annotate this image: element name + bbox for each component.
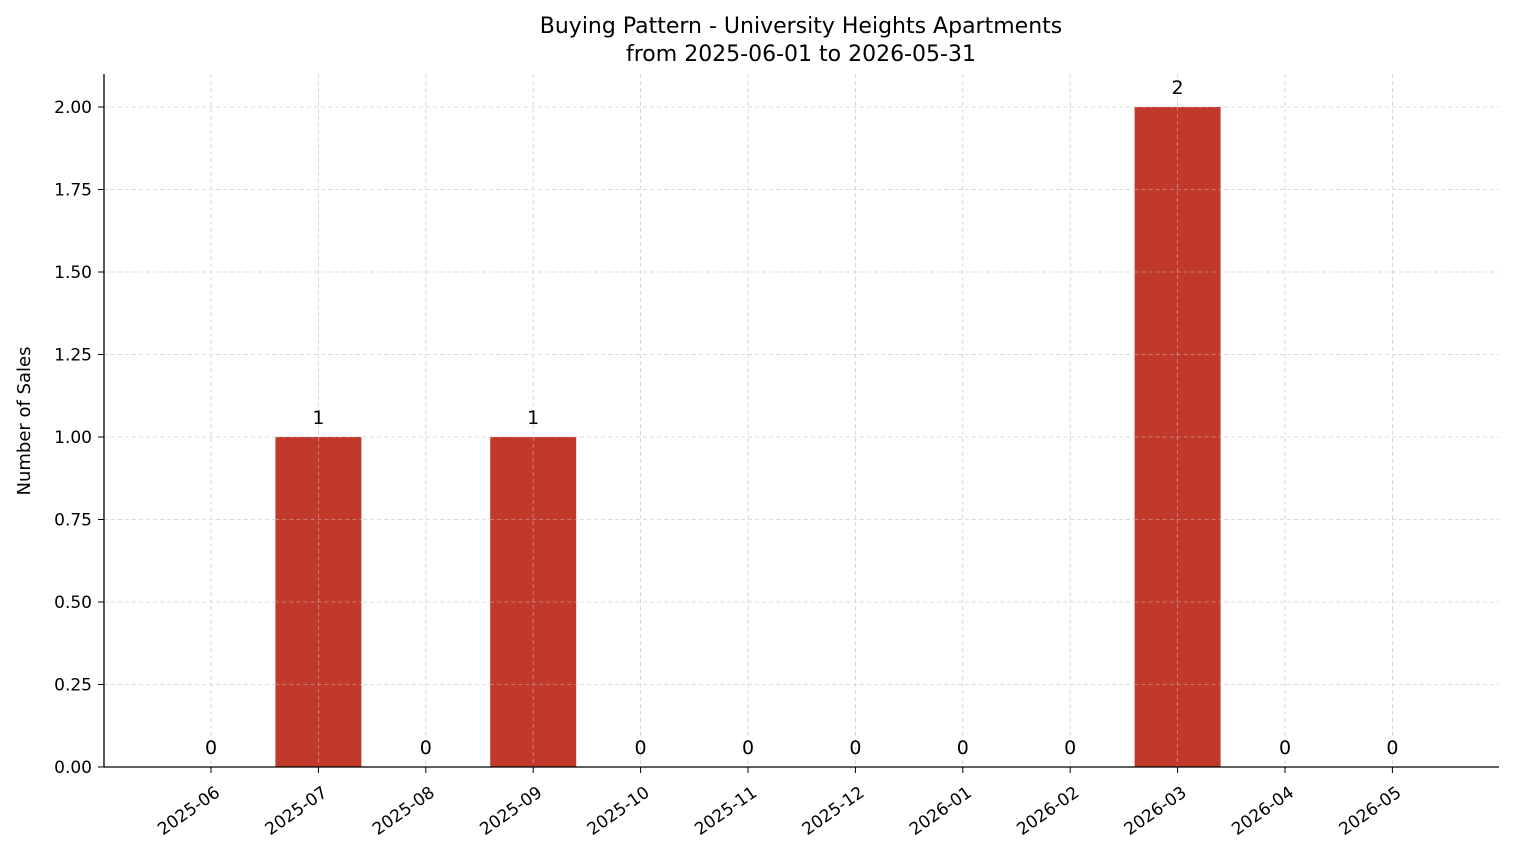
data-label: 0	[635, 737, 647, 759]
bars	[275, 106, 1221, 767]
data-label: 0	[742, 737, 754, 759]
x-axis-ticks: 2025-06 2025-07 2025-08 2025-09 2025-10 2025-…	[154, 767, 1405, 840]
data-label: 2	[1172, 77, 1184, 99]
y-tick-label: 0.25	[54, 676, 92, 696]
x-tick-label: 2026-05	[1336, 783, 1406, 840]
x-tick-label: 2025-12	[799, 783, 869, 840]
data-labels: 0 1 0 1 0 0 0 0 0 2 0 0	[205, 77, 1398, 759]
x-tick-label: 2025-06	[154, 783, 224, 840]
data-label: 0	[957, 737, 969, 759]
y-axis-label: Number of Sales	[14, 346, 35, 495]
chart-title: Buying Pattern - University Heights Apar…	[540, 14, 1062, 39]
y-tick-label: 1.75	[54, 181, 92, 201]
x-tick-label: 2025-11	[691, 783, 761, 840]
y-tick-label: 1.50	[54, 263, 92, 283]
x-tick-label: 2026-01	[906, 783, 976, 840]
y-tick-label: 0.00	[54, 758, 92, 778]
data-label: 0	[849, 737, 861, 759]
x-tick-label: 2025-07	[262, 783, 332, 840]
data-label: 0	[1386, 737, 1398, 759]
x-tick-label: 2025-09	[476, 783, 546, 840]
y-tick-label: 1.25	[54, 346, 92, 366]
data-label: 1	[312, 407, 324, 429]
data-label: 0	[1064, 737, 1076, 759]
data-label: 0	[205, 737, 217, 759]
data-label: 1	[527, 407, 539, 429]
x-tick-label: 2026-03	[1121, 783, 1191, 840]
y-tick-label: 1.00	[54, 428, 92, 448]
y-tick-label: 0.50	[54, 593, 92, 613]
x-tick-label: 2026-02	[1013, 783, 1083, 840]
y-axis-ticks: 0.00 0.25 0.50 0.75 1.00 1.25 1.50 1.75 2.00	[54, 98, 104, 778]
chart-subtitle: from 2025-06-01 to 2026-05-31	[626, 42, 976, 67]
x-tick-label: 2025-10	[584, 783, 654, 840]
y-tick-label: 0.75	[54, 511, 92, 531]
grid-overlay	[275, 106, 1221, 767]
data-label: 0	[1279, 737, 1291, 759]
y-tick-label: 2.00	[54, 98, 92, 118]
x-tick-label: 2026-04	[1228, 783, 1298, 840]
data-label: 0	[420, 737, 432, 759]
x-tick-label: 2025-08	[369, 783, 439, 840]
